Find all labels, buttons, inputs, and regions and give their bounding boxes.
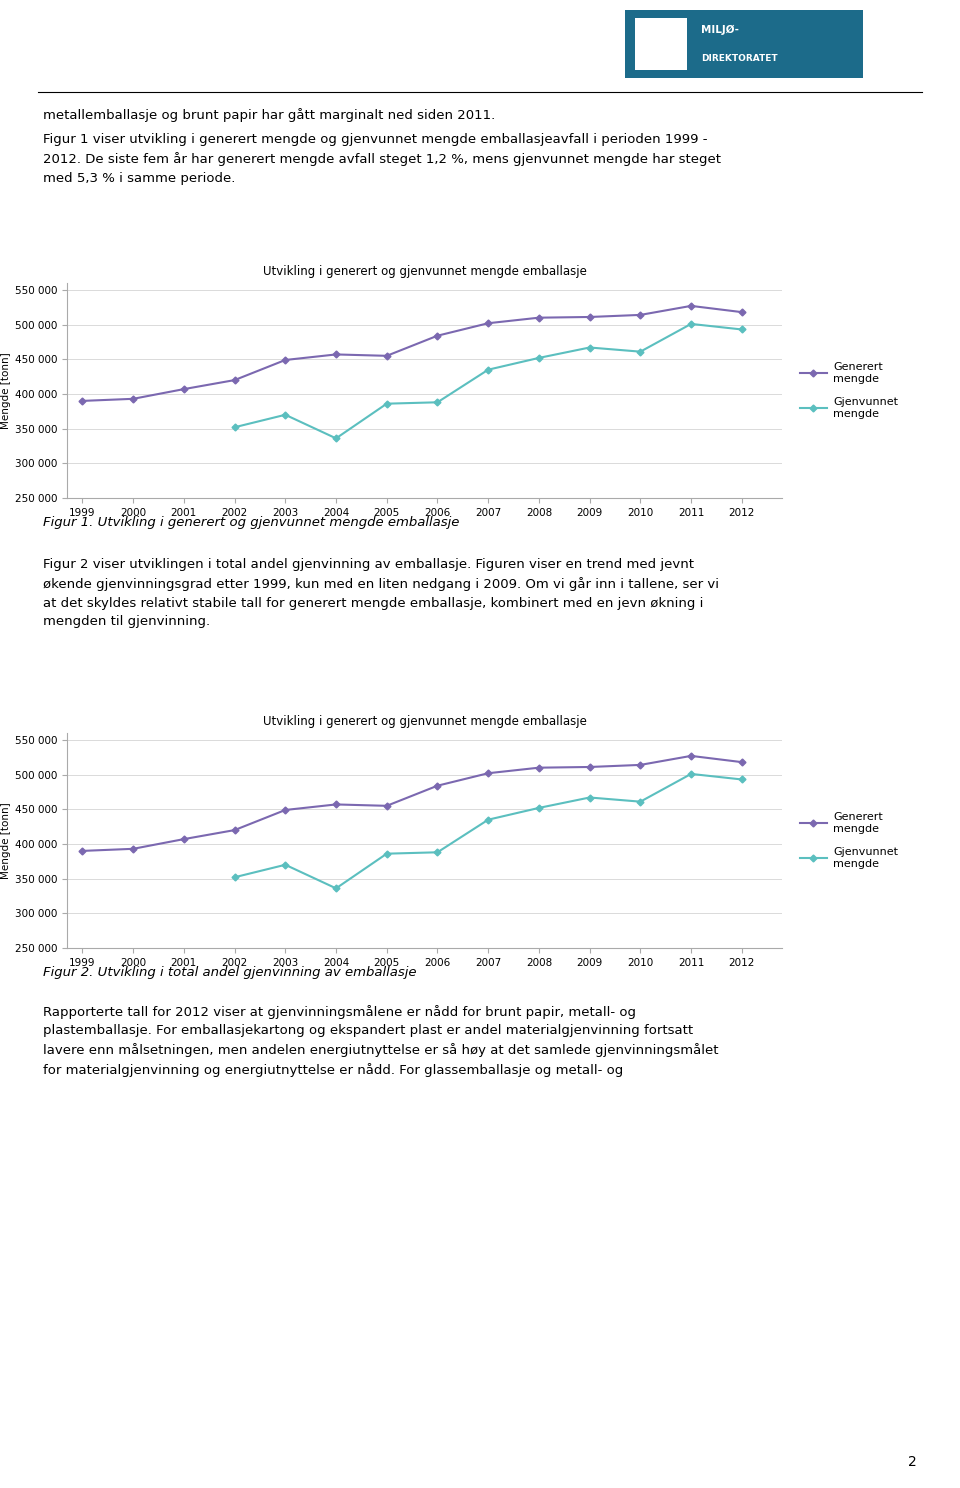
Gjenvunnet
mengde: [736, 320, 748, 338]
Gjenvunnet
mengde: [381, 845, 393, 863]
Gjenvunnet
mengde: [483, 360, 494, 378]
Generert
mengde: [228, 371, 240, 388]
Generert
mengde: [685, 298, 697, 315]
Gjenvunnet
mengde: [685, 765, 697, 783]
FancyBboxPatch shape: [625, 10, 863, 77]
Gjenvunnet
mengde: [381, 394, 393, 412]
Generert
mengde: [77, 842, 88, 860]
Text: 2: 2: [908, 1455, 917, 1469]
Text: MILJØ-: MILJØ-: [701, 25, 739, 36]
Gjenvunnet
mengde: [635, 342, 646, 360]
Gjenvunnet
mengde: [736, 771, 748, 789]
Text: Figur 2 viser utviklingen i total andel gjenvinning av emballasje. Figuren viser: Figur 2 viser utviklingen i total andel …: [43, 558, 719, 628]
Gjenvunnet
mengde: [685, 315, 697, 333]
Generert
mengde: [432, 327, 444, 345]
Text: metallemballasje og brunt papir har gått marginalt ned siden 2011.: metallemballasje og brunt papir har gått…: [43, 109, 495, 122]
Generert
mengde: [330, 345, 342, 363]
Generert
mengde: [128, 839, 139, 857]
Text: Figur 1. Utvikling i generert og gjenvunnet mengde emballasje: Figur 1. Utvikling i generert og gjenvun…: [43, 516, 460, 530]
Generert
mengde: [635, 756, 646, 774]
Gjenvunnet
mengde: [584, 339, 595, 357]
Generert
mengde: [179, 830, 190, 848]
Text: Rapporterte tall for 2012 viser at gjenvinningsmålene er nådd for brunt papir, m: Rapporterte tall for 2012 viser at gjenv…: [43, 1004, 719, 1077]
Gjenvunnet
mengde: [279, 856, 291, 873]
Text: DIREKTORATET: DIREKTORATET: [701, 54, 778, 62]
Legend: Generert
mengde, Gjenvunnet
mengde: Generert mengde, Gjenvunnet mengde: [795, 808, 902, 873]
Title: Utvikling i generert og gjenvunnet mengde emballasje: Utvikling i generert og gjenvunnet mengd…: [263, 265, 587, 278]
Generert
mengde: [279, 351, 291, 369]
Generert
mengde: [381, 798, 393, 815]
Bar: [635, 18, 687, 70]
Gjenvunnet
mengde: [279, 406, 291, 424]
Generert
mengde: [128, 390, 139, 408]
Generert
mengde: [635, 307, 646, 324]
Y-axis label: Mengde [tonn]: Mengde [tonn]: [1, 353, 11, 429]
Gjenvunnet
mengde: [533, 350, 544, 368]
Generert
mengde: [736, 304, 748, 321]
Generert
mengde: [77, 391, 88, 409]
Generert
mengde: [381, 347, 393, 365]
Gjenvunnet
mengde: [432, 393, 444, 411]
Gjenvunnet
mengde: [228, 869, 240, 887]
Gjenvunnet
mengde: [228, 418, 240, 436]
Y-axis label: Mengde [tonn]: Mengde [tonn]: [1, 802, 11, 879]
Gjenvunnet
mengde: [432, 844, 444, 862]
Generert
mengde: [685, 747, 697, 765]
Generert
mengde: [483, 314, 494, 332]
Line: Gjenvunnet
mengde: Gjenvunnet mengde: [232, 771, 744, 891]
Legend: Generert
mengde, Gjenvunnet
mengde: Generert mengde, Gjenvunnet mengde: [795, 357, 902, 423]
Gjenvunnet
mengde: [584, 789, 595, 806]
Line: Generert
mengde: Generert mengde: [80, 753, 744, 853]
Generert
mengde: [279, 801, 291, 818]
Generert
mengde: [228, 821, 240, 839]
Gjenvunnet
mengde: [533, 799, 544, 817]
Title: Utvikling i generert og gjenvunnet mengde emballasje: Utvikling i generert og gjenvunnet mengd…: [263, 714, 587, 728]
Gjenvunnet
mengde: [330, 879, 342, 897]
Generert
mengde: [432, 777, 444, 795]
Generert
mengde: [533, 759, 544, 777]
Text: Figur 2. Utvikling i total andel gjenvinning av emballasje: Figur 2. Utvikling i total andel gjenvin…: [43, 966, 417, 979]
Text: Figur 1 viser utvikling i generert mengde og gjenvunnet mengde emballasjeavfall : Figur 1 viser utvikling i generert mengd…: [43, 132, 721, 185]
Generert
mengde: [736, 753, 748, 771]
Line: Gjenvunnet
mengde: Gjenvunnet mengde: [232, 321, 744, 440]
Generert
mengde: [179, 381, 190, 399]
Generert
mengde: [584, 308, 595, 326]
Generert
mengde: [533, 308, 544, 326]
Generert
mengde: [584, 757, 595, 775]
Gjenvunnet
mengde: [635, 793, 646, 811]
Generert
mengde: [483, 765, 494, 783]
Gjenvunnet
mengde: [330, 430, 342, 448]
Gjenvunnet
mengde: [483, 811, 494, 829]
Generert
mengde: [330, 796, 342, 814]
Line: Generert
mengde: Generert mengde: [80, 304, 744, 403]
